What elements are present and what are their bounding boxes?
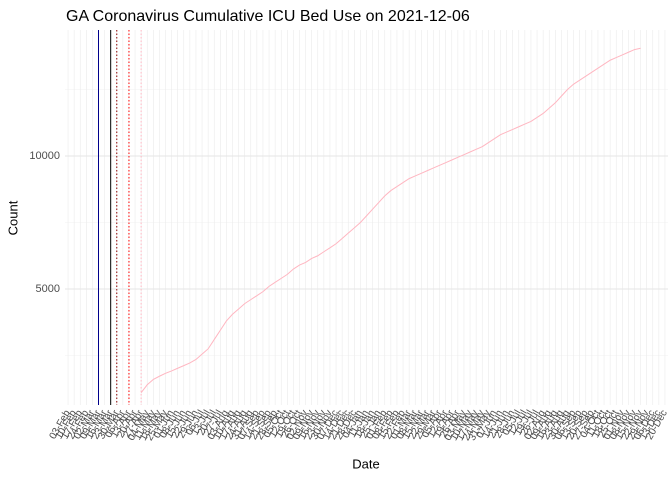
y-axis-title: Count — [5, 200, 20, 235]
y-tick-label: 5000 — [36, 283, 60, 295]
y-tick-label: 10000 — [29, 150, 60, 162]
chart-title: GA Coronavirus Cumulative ICU Bed Use on… — [66, 8, 470, 25]
series-line — [140, 47, 641, 394]
x-axis-title: Date — [352, 456, 379, 471]
grid — [65, 30, 668, 405]
